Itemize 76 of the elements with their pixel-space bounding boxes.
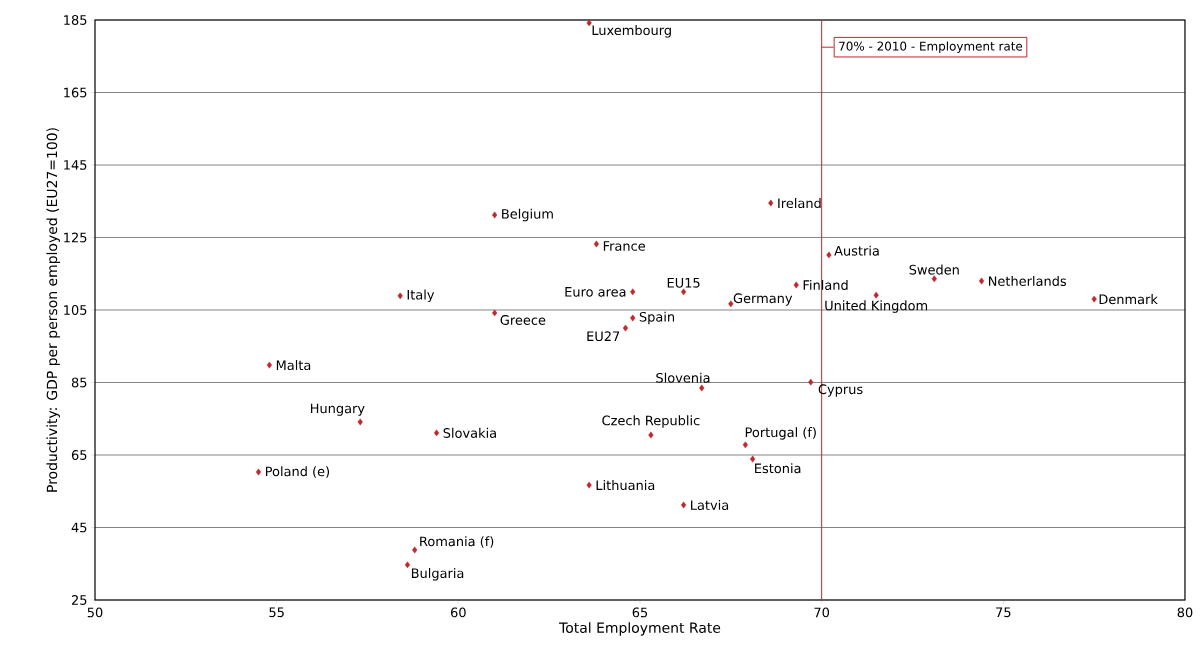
- annotation: Germany: [733, 293, 793, 306]
- annotation: Romania (f): [420, 536, 494, 548]
- annotation: EU15: [667, 278, 700, 288]
- point: [680, 501, 687, 509]
- annotation: Hungary: [310, 403, 365, 416]
- point: [357, 418, 363, 426]
- annotation: Greece: [500, 315, 546, 325]
- annotation: United Kingdom: [825, 300, 928, 313]
- point: [793, 281, 799, 289]
- y-tick-label: 25: [71, 595, 87, 605]
- point: [873, 291, 879, 299]
- point: [699, 384, 705, 392]
- point: [586, 481, 592, 489]
- point: [492, 309, 498, 317]
- annotation: Sweden: [909, 264, 959, 275]
- point: [630, 288, 636, 296]
- point: [586, 19, 592, 27]
- annotation: Austria: [834, 245, 879, 256]
- y-tick-label: 185: [64, 15, 87, 25]
- point: [255, 468, 262, 476]
- point: [826, 251, 832, 259]
- point: [978, 277, 985, 285]
- annotation: Czech Republic: [602, 415, 700, 428]
- annotation: Ireland: [778, 198, 821, 209]
- annotation: Netherlands: [988, 275, 1067, 287]
- annotation: Slovakia: [443, 427, 496, 438]
- point: [742, 441, 748, 449]
- x-tick-label: 65: [632, 607, 648, 618]
- y-axis-title: Productivity: GDP per person employed (EU27=100): [46, 128, 60, 492]
- annotation: Estonia: [755, 463, 801, 474]
- annotation: Italy: [407, 289, 435, 303]
- annotation: France: [603, 241, 645, 251]
- point: [404, 561, 411, 569]
- point: [768, 199, 774, 207]
- point: [648, 431, 654, 439]
- x-tick-label: 80: [1177, 607, 1193, 618]
- point: [750, 455, 756, 463]
- y-tick-label: 65: [71, 450, 87, 460]
- ref-line-label: 70% - 2010 - Employment rate: [839, 41, 1023, 53]
- annotation: Euro area: [565, 287, 626, 297]
- x-tick-label: 60: [450, 607, 466, 618]
- annotation: Poland (e): [265, 466, 330, 478]
- annotation: Malta: [276, 360, 311, 371]
- annotation: Denmark: [1099, 294, 1158, 305]
- annotation: Bulgaria: [411, 568, 464, 581]
- y-tick-label: 85: [71, 377, 87, 388]
- annotation: Spain: [639, 311, 675, 325]
- point: [630, 314, 636, 322]
- x-tick-label: 55: [269, 607, 284, 618]
- y-tick-label: 165: [64, 87, 87, 98]
- x-tick-label: 50: [87, 607, 103, 618]
- x-tick-label: 75: [996, 607, 1011, 618]
- y-tick-label: 105: [64, 305, 87, 315]
- annotation: Latvia: [691, 500, 729, 511]
- point: [680, 288, 687, 296]
- point: [266, 361, 272, 369]
- point: [433, 429, 440, 437]
- annotation: Luxembourg: [592, 25, 671, 38]
- point: [492, 211, 498, 219]
- point: [412, 546, 418, 554]
- annotation: Belgium: [502, 208, 553, 222]
- y-tick-label: 125: [64, 232, 87, 243]
- x-axis-title: Total Employment Rate: [559, 622, 721, 636]
- annotation: Portugal (f): [745, 427, 816, 440]
- point: [808, 378, 814, 386]
- point: [931, 275, 937, 283]
- point: [593, 240, 599, 248]
- point: [1091, 295, 1097, 303]
- annotation: Lithuania: [596, 480, 655, 491]
- point: [622, 324, 629, 332]
- point: [397, 292, 403, 300]
- annotation: EU27: [587, 331, 620, 342]
- x-tick-label: 70: [814, 607, 830, 618]
- annotation: Slovenia: [656, 372, 710, 383]
- y-tick-label: 145: [64, 160, 87, 170]
- y-tick-label: 45: [71, 522, 87, 533]
